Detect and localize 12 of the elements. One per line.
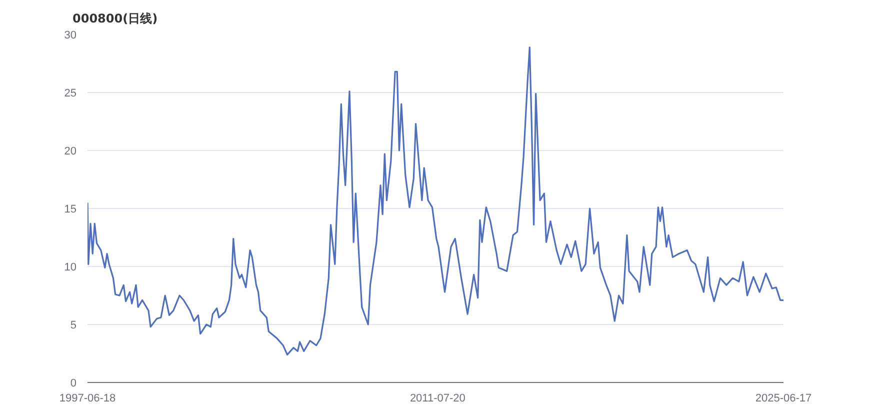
y-tick-label: 30 [64, 30, 77, 42]
y-tick-label: 5 [70, 320, 77, 332]
line-series [88, 46, 784, 356]
chart-title: 000800(日线) [72, 12, 158, 26]
y-tick-label: 15 [64, 204, 77, 216]
y-tick-label: 25 [64, 88, 77, 100]
y-tick-label: 10 [64, 262, 77, 274]
y-tick-label: 0 [70, 378, 77, 390]
x-tick-label: 1997-06-18 [59, 392, 116, 404]
x-tick-label: 2025-06-17 [755, 392, 812, 404]
y-tick-label: 20 [64, 146, 77, 158]
x-tick-label: 2011-07-20 [410, 392, 466, 404]
